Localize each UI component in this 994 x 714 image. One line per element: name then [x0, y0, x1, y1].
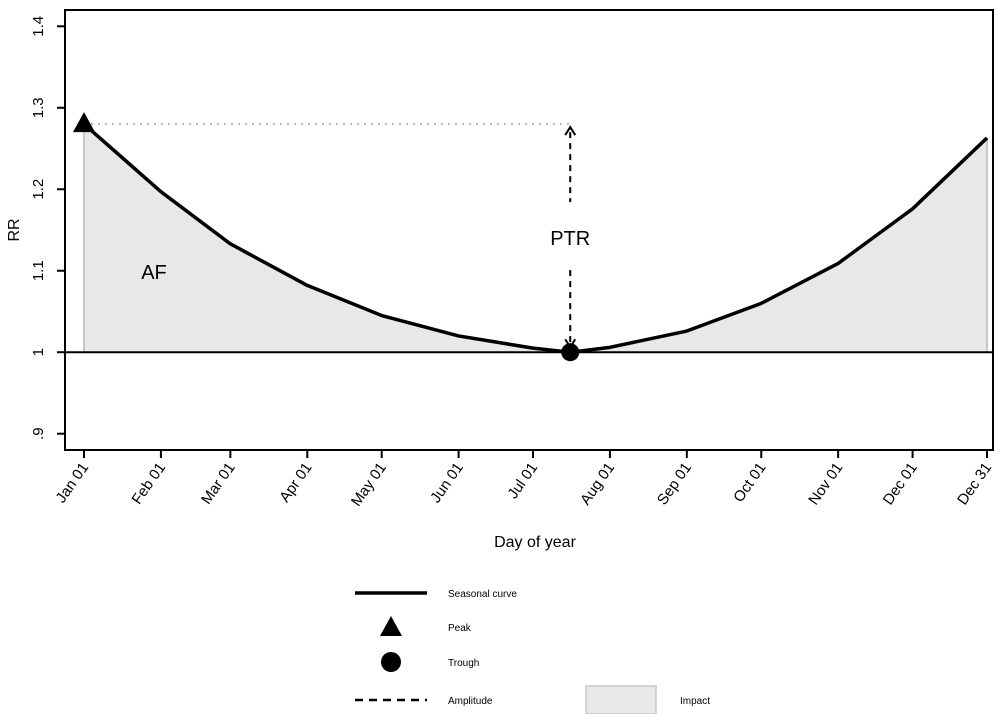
legend-trough-symbol [381, 652, 401, 672]
amplitude-arrow-up-head [564, 125, 577, 136]
x-tick-label: Nov 01 [805, 460, 846, 509]
seasonal-curve-line [82, 122, 989, 354]
legend-peak-symbol [380, 616, 402, 636]
x-tick-label: Apr 01 [276, 460, 315, 506]
plot-frame [64, 9, 994, 451]
y-axis-title: RR [6, 218, 23, 241]
y-tick-label: .9 [30, 427, 47, 440]
x-tick-label: Dec 31 [954, 460, 994, 509]
x-tick-label: May 01 [348, 460, 390, 510]
x-tick-label: Feb 01 [128, 460, 169, 508]
peak-marker [73, 112, 95, 133]
x-axis-title: Day of year [494, 534, 576, 551]
x-tick-label: Jul 01 [504, 460, 541, 503]
markers-layer [73, 112, 580, 362]
impact-area-layer [83, 124, 988, 353]
y-tick-label: 1.2 [30, 179, 47, 200]
legend-amplitude-label: Amplitude [448, 696, 493, 707]
legend-trough-label: Trough [448, 658, 479, 669]
trough-marker [561, 343, 580, 362]
x-tick-label: Mar 01 [198, 460, 239, 508]
x-tick-label: Jun 01 [427, 460, 467, 507]
legend-seasonal-curve-label: Seasonal curve [448, 589, 517, 600]
x-tick-label: Jan 01 [53, 460, 93, 507]
x-tick-label: Sep 01 [654, 460, 695, 509]
x-tick-label: Oct 01 [730, 460, 769, 506]
impact-area [84, 124, 987, 353]
x-tick-label: Aug 01 [577, 460, 618, 509]
annotations-layer: PTR AF [141, 228, 590, 284]
legend-peak-label: Peak [448, 623, 472, 634]
y-tick-label: 1.1 [30, 260, 47, 281]
y-tick-label: 1.4 [30, 16, 47, 37]
legend-impact-label: Impact [680, 696, 710, 707]
af-label: AF [141, 262, 167, 284]
legend: Seasonal curve Peak Trough Amplitude Impact [355, 589, 710, 714]
seasonal-curve-layer [82, 122, 989, 354]
ptr-label: PTR [550, 228, 590, 250]
y-tick-label: 1 [30, 348, 47, 356]
y-tick-label: 1.3 [30, 97, 47, 118]
x-tick-label: Dec 01 [880, 460, 921, 509]
reference-lines-layer [65, 123, 993, 354]
legend-impact-symbol [585, 685, 657, 714]
